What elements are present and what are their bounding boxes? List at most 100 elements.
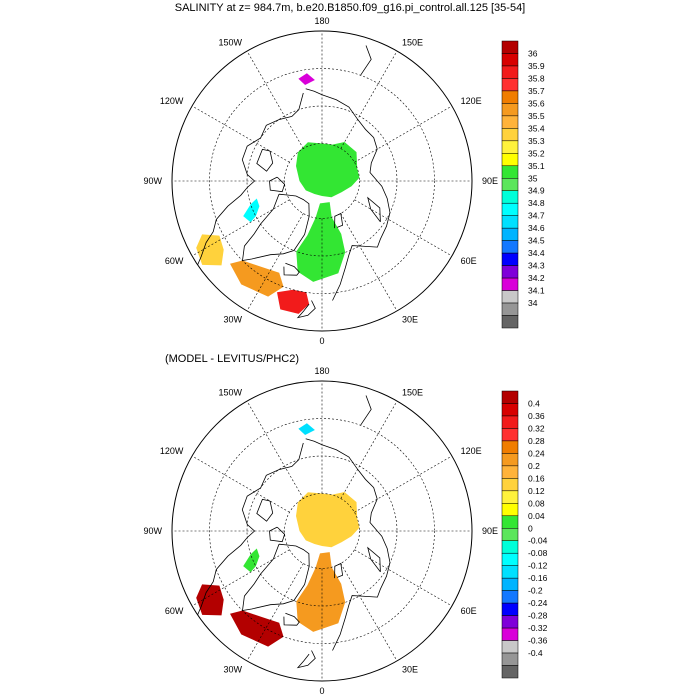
longitude-label: 180 [314, 16, 329, 26]
longitude-label: 150W [218, 387, 242, 397]
colorbar-swatch [501, 215, 519, 229]
colorbar-swatch [501, 202, 519, 216]
colorbar-swatch [501, 90, 519, 104]
colorbar-label: 34.7 [528, 211, 545, 221]
meridian-line [340, 563, 398, 662]
longitude-label: 60E [461, 256, 477, 266]
colorbar-label: 34.5 [528, 236, 545, 246]
colorbar-swatch [501, 590, 519, 604]
colorbar-swatch [501, 602, 519, 616]
longitude-label: 0 [319, 686, 324, 696]
region-arctic-basin [296, 142, 360, 198]
region-arctic-basin [296, 492, 360, 548]
coastline [360, 45, 372, 76]
salinity-panel: SALINITY at z= 984.7m, b.e20.B1850.f09_g… [143, 2, 544, 346]
longitude-label: 90W [143, 526, 162, 536]
colorbar-swatch [501, 315, 519, 329]
colorbar-label: 35.5 [528, 111, 545, 121]
colorbar-swatch [501, 115, 519, 129]
colorbar-swatch [501, 53, 519, 67]
map-area [172, 31, 472, 331]
colorbar-label: 0.08 [528, 498, 545, 508]
map-area [172, 381, 472, 681]
map-border [171, 30, 473, 332]
region-baffin-bay [243, 548, 260, 573]
longitude-label: 30W [223, 665, 242, 675]
coastline [283, 612, 300, 626]
colorbar-swatch [501, 140, 519, 154]
longitude-label: 120W [160, 446, 184, 456]
colorbar-label: 34.1 [528, 286, 545, 296]
colorbar-swatch [501, 103, 519, 117]
map-border [171, 380, 473, 682]
colorbar-label: 34.6 [528, 223, 545, 233]
coastline [269, 176, 286, 193]
colorbar-label: 34.2 [528, 273, 545, 283]
meridian-line [191, 105, 290, 163]
coastline [256, 498, 274, 522]
meridian-line [354, 455, 453, 513]
colorbar-swatch [501, 528, 519, 541]
colorbar-swatch [501, 640, 519, 654]
colorbar-label: 35.8 [528, 73, 545, 83]
colorbar-label: 35.1 [528, 161, 545, 171]
coastline [367, 546, 381, 573]
longitude-label: 150W [218, 37, 242, 47]
colorbar-swatch [501, 490, 519, 504]
meridian-line [246, 563, 304, 662]
meridian-line [246, 50, 304, 149]
region-irminger-sea [230, 610, 284, 647]
region-bering-sea [298, 423, 315, 435]
colorbar-swatch [501, 428, 519, 442]
region-northeast-atlantic [277, 289, 310, 314]
colorbar-label: -0.16 [528, 573, 548, 583]
coastline [283, 262, 300, 276]
longitude-label: 30W [223, 315, 242, 325]
colorbar-swatch [501, 277, 519, 291]
colorbar-swatch [501, 65, 519, 79]
region-bering-sea [298, 73, 315, 85]
region-labrador-sea [196, 234, 224, 266]
colorbar-swatch [501, 265, 519, 279]
colorbar-swatch [501, 128, 519, 142]
colorbar-swatch [501, 252, 519, 266]
colorbar-label: 35.2 [528, 148, 545, 158]
longitude-label: 90E [482, 176, 498, 186]
colorbar-swatch [501, 665, 519, 679]
colorbar-swatch [501, 227, 519, 241]
colorbar-label: 0.32 [528, 423, 545, 433]
meridian-line [191, 199, 290, 257]
coastline [305, 438, 391, 651]
meridian-line [246, 213, 304, 312]
latitude-circle [209, 418, 435, 644]
difference-panel: (MODEL - LEVITUS/PHC2) 180 150E 120E 90E 60E 3… [143, 353, 547, 696]
longitude-label: 120E [461, 446, 482, 456]
colorbar-swatch [501, 40, 519, 54]
longitude-label: 90E [482, 526, 498, 536]
colorbar-label: -0.24 [528, 598, 548, 608]
colorbar-label: 0.4 [528, 399, 540, 409]
colorbar-swatch [501, 465, 519, 479]
longitude-label: 120E [461, 96, 482, 106]
colorbar-label: 0.2 [528, 461, 540, 471]
colorbar-label: 35.3 [528, 136, 545, 146]
colorbar-swatch [501, 540, 519, 554]
region-fram-strait-nordic-seas [296, 202, 346, 282]
colorbar-swatch [501, 240, 519, 254]
colorbar-label: 35.4 [528, 123, 545, 133]
colorbar-swatch [501, 627, 519, 641]
coastline [242, 193, 310, 261]
colorbar-label: -0.12 [528, 561, 548, 571]
colorbar-label: -0.04 [528, 536, 548, 546]
colorbar-swatch [501, 153, 519, 167]
colorbar-swatch [501, 577, 519, 591]
meridian-line [340, 213, 398, 312]
colorbar-swatch [501, 515, 519, 529]
longitude-label: 60W [165, 256, 184, 266]
chart-title: SALINITY at z= 984.7m, b.e20.B1850.f09_g… [175, 2, 526, 14]
colorbar-swatch [501, 302, 519, 316]
colorbar-label: 0 [528, 523, 533, 533]
colorbar: 0.4 0.36 0.32 0.28 0.24 0.2 0.16 0.12 0.08 0.04 0 -… [501, 390, 548, 679]
colorbar: 36 35.9 35.8 35.7 35.6 35.5 35.4 35.3 35.2 35.1 35… [501, 40, 545, 329]
